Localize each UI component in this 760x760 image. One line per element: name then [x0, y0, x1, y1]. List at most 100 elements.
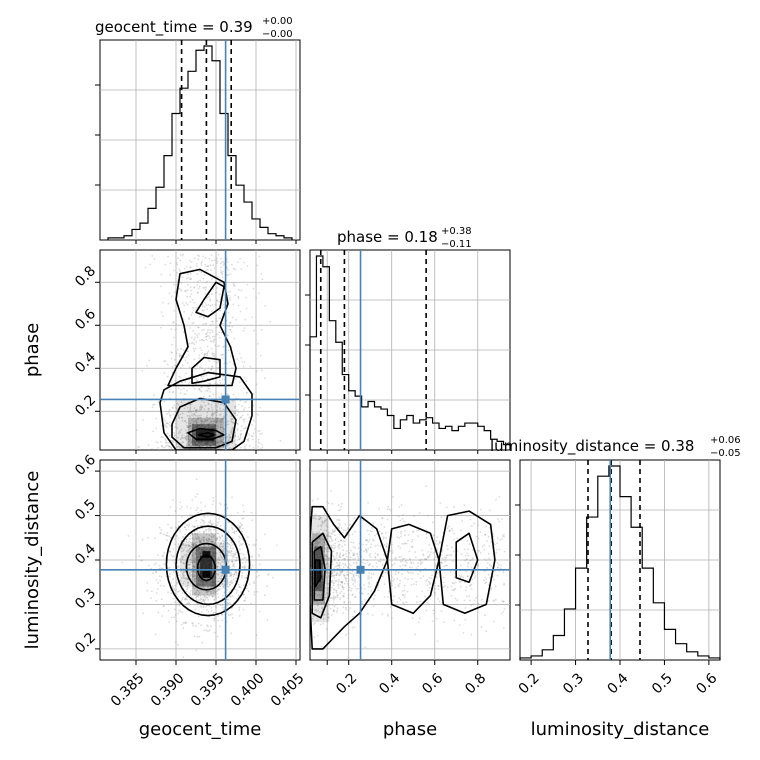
- sample-point: [335, 579, 338, 582]
- sample-point: [188, 318, 190, 321]
- sample-point: [333, 610, 335, 613]
- sample-point: [458, 580, 461, 583]
- sample-point: [256, 590, 259, 593]
- sample-point: [430, 551, 432, 554]
- sample-point: [481, 545, 484, 548]
- sample-point: [243, 376, 246, 379]
- sample-point: [319, 582, 322, 585]
- sample-point: [207, 441, 209, 444]
- sample-point: [200, 518, 203, 521]
- sample-point: [211, 581, 214, 584]
- sample-point: [217, 574, 220, 576]
- sample-point: [251, 424, 254, 426]
- sample-point: [176, 263, 179, 266]
- sample-point: [419, 577, 422, 580]
- sample-point: [419, 558, 421, 561]
- sample-point: [254, 543, 257, 546]
- sample-point: [240, 543, 243, 546]
- sample-point: [369, 556, 372, 559]
- sample-point: [200, 386, 203, 389]
- sample-point: [178, 590, 181, 592]
- sample-point: [212, 579, 215, 582]
- sample-point: [217, 573, 220, 576]
- sample-point: [211, 541, 214, 543]
- sample-point: [174, 406, 177, 409]
- sample-point: [319, 557, 321, 559]
- sample-point: [223, 362, 226, 365]
- sample-point: [255, 539, 258, 541]
- sample-point: [187, 284, 189, 286]
- sample-point: [211, 323, 214, 326]
- sample-point: [220, 418, 223, 421]
- y-tick-label: 0.6: [72, 452, 99, 479]
- sample-point: [385, 531, 387, 534]
- sample-point: [311, 531, 314, 534]
- sample-point: [222, 375, 225, 378]
- sample-point: [188, 547, 191, 550]
- sample-point: [495, 549, 498, 551]
- sample-point: [463, 548, 466, 551]
- sample-point: [252, 438, 254, 441]
- contour-line-5: [187, 427, 225, 441]
- sample-point: [346, 577, 348, 580]
- sample-point: [338, 519, 341, 521]
- title-luminosity-distance-upper: +0.06: [710, 435, 741, 446]
- contour-line-0: [165, 512, 251, 617]
- sample-point: [215, 590, 218, 593]
- sample-point: [442, 576, 445, 579]
- sample-point: [165, 422, 168, 425]
- sample-point: [330, 544, 332, 547]
- sample-point: [318, 515, 321, 518]
- sample-point: [209, 581, 212, 584]
- sample-point: [386, 613, 389, 616]
- sample-point: [325, 555, 328, 558]
- sample-point: [399, 599, 402, 601]
- sample-point: [332, 610, 335, 612]
- sample-point: [436, 547, 439, 550]
- sample-point: [187, 587, 189, 589]
- sample-point: [216, 420, 219, 423]
- sample-point: [409, 558, 411, 560]
- sample-point: [187, 603, 190, 605]
- sample-point: [175, 323, 178, 325]
- sample-point: [427, 514, 429, 517]
- sample-point: [203, 408, 206, 411]
- sample-point: [316, 619, 319, 622]
- sample-point: [193, 257, 196, 260]
- sample-point: [186, 577, 189, 580]
- sample-point: [180, 547, 183, 549]
- sample-point: [444, 584, 446, 587]
- sample-point: [211, 422, 214, 425]
- sample-point: [325, 518, 328, 521]
- sample-point: [220, 440, 223, 443]
- sample-point: [391, 617, 393, 620]
- sample-point: [209, 590, 212, 593]
- sample-point: [344, 606, 347, 609]
- sample-point: [238, 615, 241, 617]
- sample-point: [206, 441, 209, 444]
- sample-point: [228, 543, 231, 546]
- sample-point: [229, 290, 232, 293]
- sample-point: [217, 361, 219, 363]
- sample-point: [200, 422, 203, 425]
- sample-point: [240, 552, 243, 555]
- sample-point: [180, 560, 182, 563]
- sample-point: [226, 274, 229, 277]
- sample-point: [196, 418, 199, 421]
- sample-point: [213, 534, 215, 537]
- sample-point: [354, 585, 357, 588]
- sample-point: [316, 587, 319, 589]
- sample-point: [327, 547, 329, 550]
- sample-point: [173, 413, 176, 416]
- sample-point: [193, 525, 196, 528]
- sample-point: [149, 263, 152, 266]
- sample-point: [245, 400, 248, 403]
- sample-point: [311, 617, 314, 620]
- sample-point: [367, 564, 370, 567]
- sample-point: [194, 413, 196, 416]
- sample-point: [386, 508, 389, 511]
- sample-point: [188, 540, 190, 543]
- sample-point: [234, 560, 237, 562]
- sample-point: [229, 355, 232, 358]
- sample-point: [207, 402, 210, 405]
